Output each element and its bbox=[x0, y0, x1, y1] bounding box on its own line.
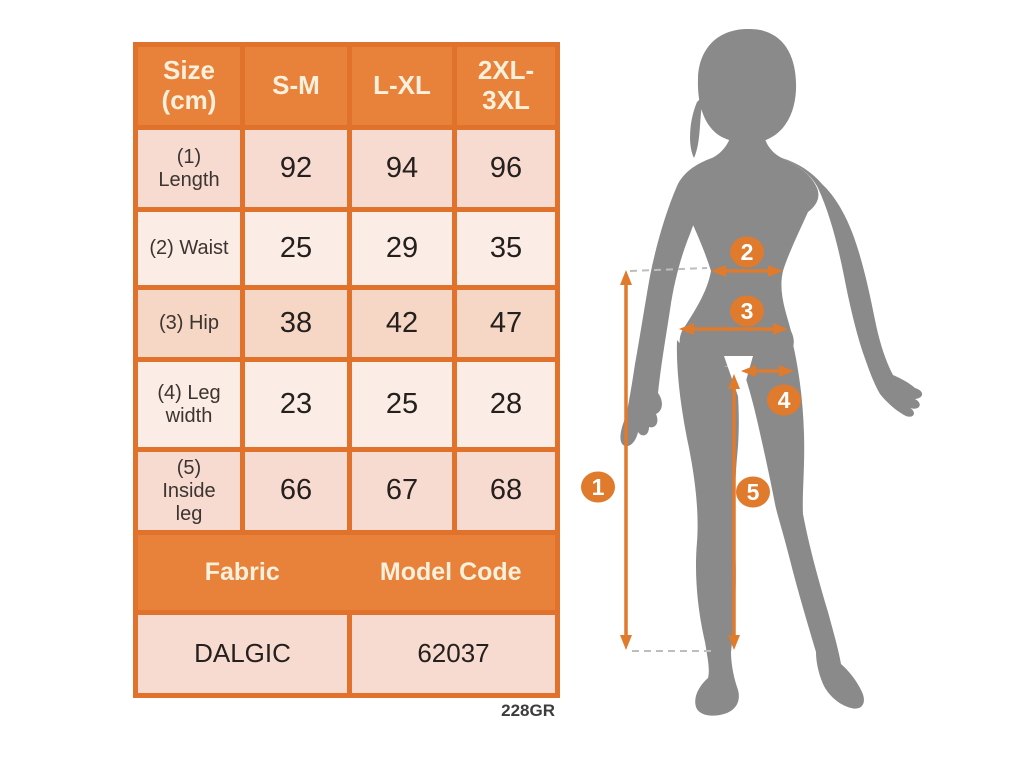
leg-width-2xl3xl-value: 28 bbox=[457, 362, 555, 447]
hip-2xl3xl-value: 47 bbox=[457, 290, 555, 357]
marker-1-number: 1 bbox=[592, 474, 605, 500]
hip-lxl-value: 42 bbox=[352, 290, 452, 357]
hip-arrow bbox=[679, 323, 788, 335]
marker-4: 4 bbox=[767, 384, 801, 416]
inside-leg-2xl3xl-value: 68 bbox=[457, 452, 555, 530]
model-code-header: Model Code bbox=[379, 558, 522, 586]
length-label-cell: (1) Length bbox=[138, 130, 240, 207]
waist-arrow bbox=[711, 265, 783, 277]
header-lxl-cell: L-XL bbox=[352, 47, 452, 125]
head bbox=[697, 29, 797, 144]
marker-5-number: 5 bbox=[747, 479, 760, 505]
inside-leg-label-line1: (5) bbox=[176, 456, 202, 479]
hip-label-cell: (3) Hip bbox=[138, 290, 240, 357]
waist-sm-value: 25 bbox=[245, 212, 347, 285]
hip-sm-value: 38 bbox=[245, 290, 347, 357]
marker-5: 5 bbox=[736, 476, 770, 508]
leg-width-label-line1: (4) Leg bbox=[157, 381, 221, 404]
inside-leg-label-cell: (5) Inside leg bbox=[138, 452, 240, 530]
header-2xl-line2: 3XL bbox=[482, 85, 530, 115]
header-lxl-label: L-XL bbox=[373, 70, 431, 101]
inside-leg-arrow bbox=[728, 374, 740, 650]
hip-label-line1: (3) Hip bbox=[158, 312, 219, 334]
left-leg bbox=[676, 340, 739, 716]
marker-4-number: 4 bbox=[778, 387, 791, 413]
right-arm bbox=[782, 158, 923, 417]
marker-1-circle bbox=[581, 471, 615, 503]
length-sm-value: 92 bbox=[245, 130, 347, 207]
model-code-value-cell: 62037 bbox=[352, 615, 555, 693]
right-leg bbox=[741, 332, 864, 709]
leg-width-label-cell: (4) Leg width bbox=[138, 362, 240, 447]
header-size-cm-cell: Size (cm) bbox=[138, 47, 240, 125]
crotch-notch bbox=[724, 356, 753, 402]
leg-width-arrow bbox=[741, 365, 794, 377]
header-sm-cell: S-M bbox=[245, 47, 347, 125]
waist-label-line1: (2) Waist bbox=[149, 237, 229, 259]
marker-2-number: 2 bbox=[741, 239, 754, 265]
fabric-header: Fabric bbox=[204, 558, 280, 586]
marker-2: 2 bbox=[730, 236, 764, 268]
product-code-note: 228GR bbox=[501, 701, 555, 720]
marker-3-number: 3 bbox=[741, 298, 754, 324]
marker-3: 3 bbox=[730, 295, 764, 327]
fabric-value-cell: DALGIC bbox=[138, 615, 347, 693]
header-2xl3xl-cell: 2XL- 3XL bbox=[457, 47, 555, 125]
leg-width-label-line2: width bbox=[165, 404, 213, 427]
size-chart-table: Size (cm) S-M L-XL 2XL- 3XL (1) Length 9… bbox=[133, 42, 560, 698]
header-sm-label: S-M bbox=[272, 70, 320, 101]
inside-leg-label-line2: Inside bbox=[162, 479, 216, 502]
waist-lxl-value: 29 bbox=[352, 212, 452, 285]
header-size-line2: (cm) bbox=[161, 85, 217, 115]
marker-4-circle bbox=[767, 384, 801, 416]
female-silhouette bbox=[620, 29, 923, 716]
length-label-line2: Length bbox=[158, 168, 220, 191]
length-label-line1: (1) bbox=[176, 145, 202, 168]
waist-label-cell: (2) Waist bbox=[138, 212, 240, 285]
leg-width-lxl-value: 25 bbox=[352, 362, 452, 447]
waist-2xl3xl-value: 35 bbox=[457, 212, 555, 285]
marker-2-circle bbox=[730, 236, 764, 268]
length-lxl-value: 94 bbox=[352, 130, 452, 207]
marker-1: 1 bbox=[581, 471, 615, 503]
header-2xl-line1: 2XL- bbox=[477, 55, 535, 86]
length-2xl3xl-value: 96 bbox=[457, 130, 555, 207]
leg-width-sm-value: 23 bbox=[245, 362, 347, 447]
inside-leg-label-line3: leg bbox=[175, 502, 203, 525]
header-size-line1: Size bbox=[162, 55, 216, 86]
inside-leg-sm-value: 66 bbox=[245, 452, 347, 530]
hair-wisp bbox=[690, 96, 703, 158]
waist-guide-dash bbox=[629, 267, 708, 272]
marker-3-circle bbox=[730, 295, 764, 327]
left-arm bbox=[620, 158, 712, 447]
fabric-modelcode-band: Fabric Model Code bbox=[138, 535, 555, 610]
length-arrow bbox=[620, 270, 632, 650]
inside-leg-lxl-value: 67 bbox=[352, 452, 452, 530]
marker-5-circle bbox=[736, 476, 770, 508]
